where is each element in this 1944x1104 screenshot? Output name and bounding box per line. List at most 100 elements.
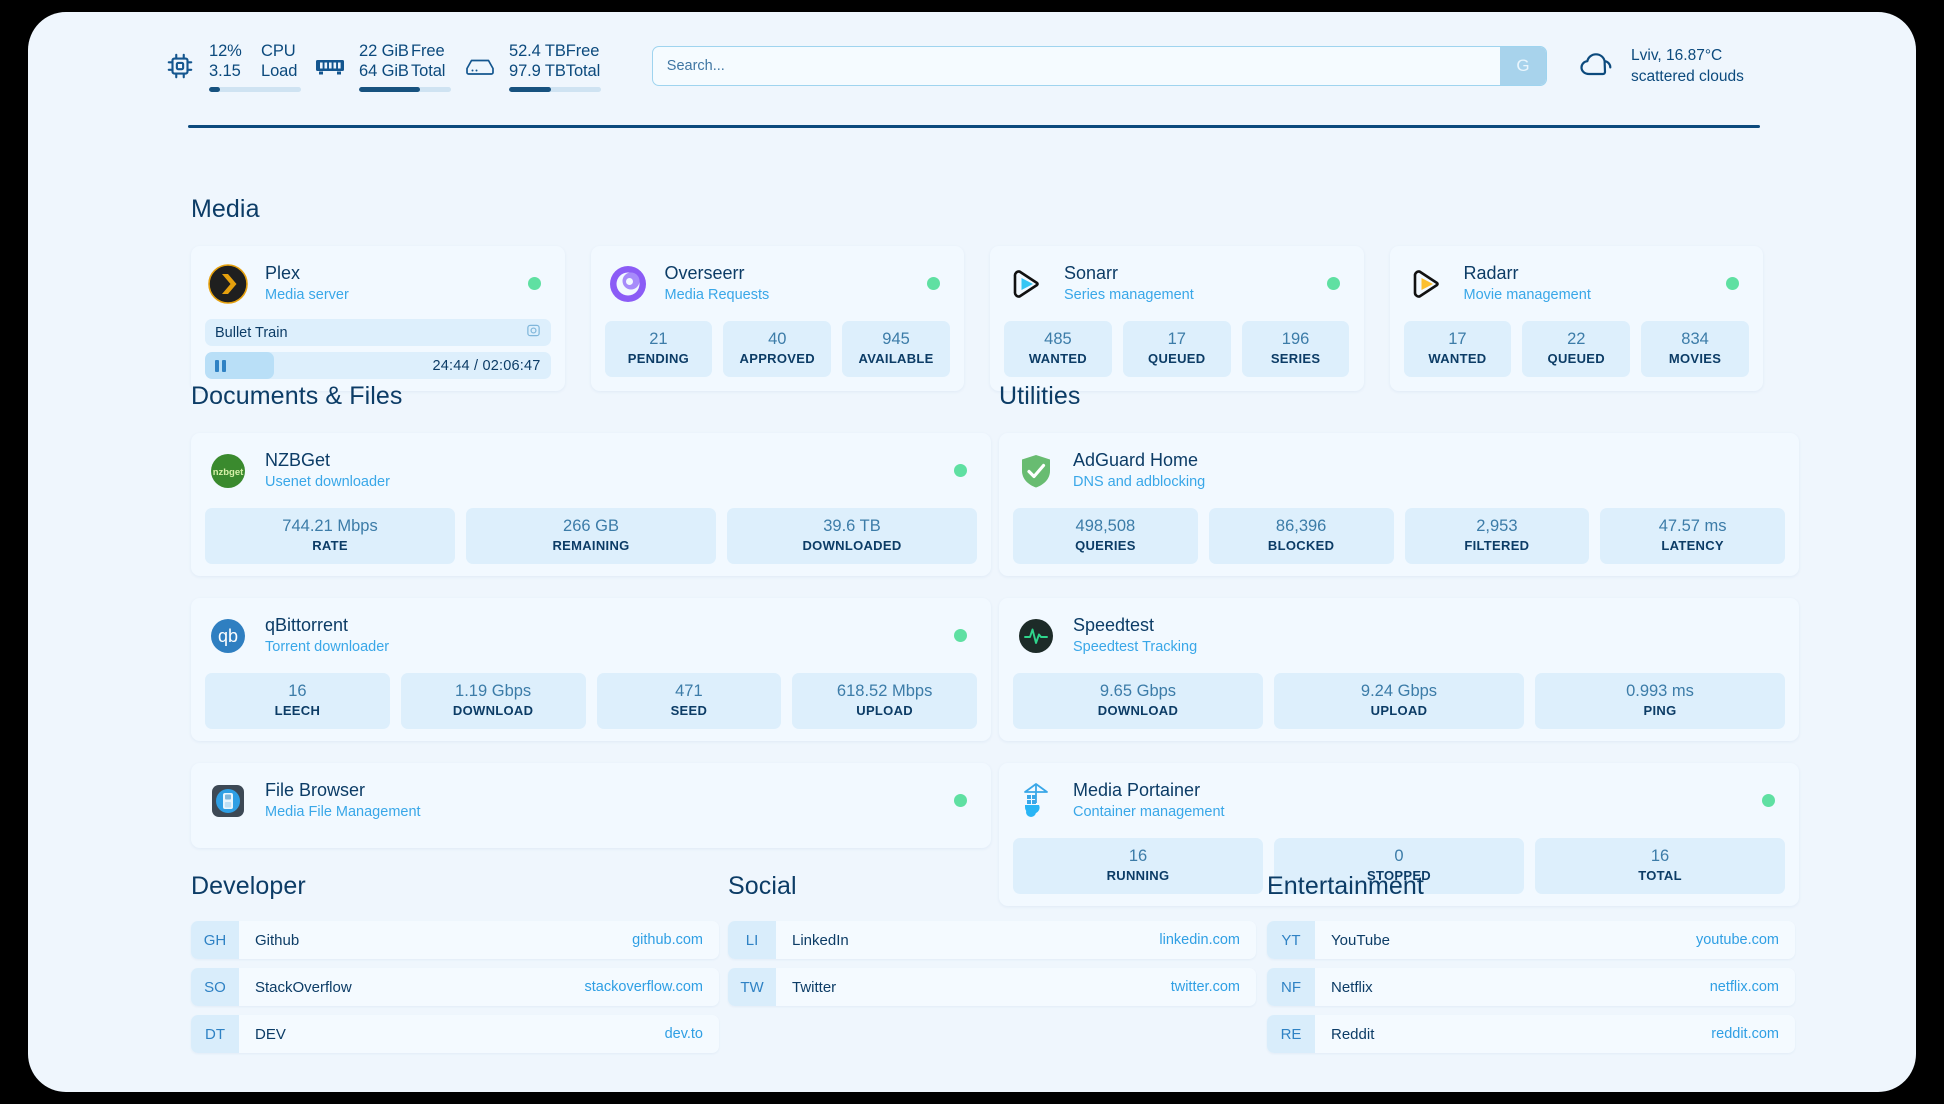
weather-widget[interactable]: Lviv, 16.87°C scattered clouds [1573, 45, 1783, 87]
bookmark-abbr: SO [191, 968, 239, 1006]
stat-label: DOWNLOADED [802, 538, 902, 553]
bookmark-group-developer: Developer GH Github github.com SO StackO… [191, 872, 719, 1062]
bookmark-item[interactable]: GH Github github.com [191, 921, 719, 959]
stat-value: 945 [882, 330, 910, 348]
stat-value: 22 [1567, 330, 1586, 348]
section-utilities: Utilities AdGuard Home DNS and adblockin… [999, 382, 1799, 906]
stat-block: 17 QUEUED [1122, 321, 1231, 377]
cpu-usage-value: 12% [209, 41, 242, 60]
stat-value: 485 [1044, 330, 1072, 348]
stat-value: 16 [288, 682, 307, 700]
stat-value: 0 [1394, 847, 1404, 865]
section-media: Media Plex Media server [191, 195, 1763, 391]
bookmark-item[interactable]: TW Twitter twitter.com [728, 968, 1256, 1006]
service-card-adguard-home[interactable]: AdGuard Home DNS and adblocking 498,508 … [999, 433, 1799, 576]
speedtest-icon [1015, 615, 1057, 657]
stat-block: 17 WANTED [1403, 321, 1512, 377]
bookmark-item[interactable]: SO StackOverflow stackoverflow.com [191, 968, 719, 1006]
bookmark-group-entertainment: Entertainment YT YouTube youtube.com NF … [1267, 872, 1795, 1062]
service-subtitle: Speedtest Tracking [1073, 639, 1198, 655]
stat-label: DOWNLOAD [1097, 703, 1179, 718]
cloud-icon [1573, 46, 1619, 86]
service-card-sonarr[interactable]: Sonarr Series management 485 WANTED 17 Q… [990, 246, 1364, 391]
stat-label: STOPPED [1367, 868, 1431, 883]
stat-block: 266 GB REMAINING [466, 508, 716, 564]
stat-block: 40 APPROVED [723, 321, 832, 377]
bookmark-abbr: LI [728, 921, 776, 959]
service-subtitle: Media File Management [265, 804, 421, 820]
search-provider-button[interactable]: G [1500, 47, 1546, 85]
stat-label: RATE [312, 538, 348, 553]
stat-value: 40 [768, 330, 787, 348]
stat-value: 17 [1167, 330, 1186, 348]
stat-label: SEED [670, 703, 708, 718]
nzbget-icon: nzbget [207, 450, 249, 492]
stat-block: 22 QUEUED [1522, 321, 1631, 377]
search-input[interactable] [652, 47, 1500, 85]
svg-text:nzbget: nzbget [213, 467, 244, 478]
service-card-nzbget[interactable]: nzbget NZBGet Usenet downloader 744.21 M… [191, 433, 991, 576]
section-documents-and-files: Documents & Files nzbget NZBGet Usenet d… [191, 382, 991, 848]
service-subtitle: Media Requests [664, 287, 770, 303]
stat-label: UPLOAD [856, 703, 913, 718]
stat-block: 498,508 QUERIES [1013, 508, 1198, 564]
bookmark-item[interactable]: RE Reddit reddit.com [1267, 1015, 1795, 1053]
stat-value: 16 [1650, 847, 1670, 865]
service-name: Plex [265, 263, 301, 283]
bookmark-name: YouTube [1331, 931, 1390, 949]
stat-label: QUERIES [1075, 538, 1136, 553]
service-subtitle: Series management [1064, 287, 1194, 303]
stat-block: 86,396 BLOCKED [1208, 508, 1394, 564]
service-card-qbittorrent[interactable]: qb qBittorrent Torrent downloader 16 LEE… [191, 598, 991, 741]
service-name: Speedtest [1073, 615, 1155, 635]
cpu-load-label: Load [261, 61, 298, 80]
bookmark-name: Reddit [1331, 1025, 1375, 1043]
stat-value: 17 [1448, 330, 1467, 348]
bookmark-item[interactable]: YT YouTube youtube.com [1267, 921, 1795, 959]
stat-label: SERIES [1270, 351, 1321, 366]
header-bar: 12% 3.15 CPU Load [163, 30, 1783, 102]
memory-total-value: 64 GiB [359, 61, 409, 80]
stat-value: 618.52 Mbps [836, 682, 933, 700]
bookmark-url: reddit.com [1711, 1026, 1779, 1042]
bookmark-item[interactable]: LI LinkedIn linkedin.com [728, 921, 1256, 959]
stat-label: PENDING [627, 351, 690, 366]
stat-block: 485 WANTED [1004, 321, 1112, 377]
weather-condition: scattered clouds [1631, 68, 1744, 85]
service-card-radarr[interactable]: Radarr Movie management 17 WANTED 22 QUE… [1389, 246, 1763, 391]
filebrowser-icon [207, 780, 249, 822]
stat-label: APPROVED [739, 351, 815, 366]
bookmark-item[interactable]: NF Netflix netflix.com [1267, 968, 1795, 1006]
stat-value: 471 [675, 682, 703, 700]
cast-icon[interactable] [526, 323, 541, 343]
cpu-icon [163, 49, 197, 83]
disk-usage-bar [509, 86, 601, 92]
status-indicator-online [1762, 794, 1775, 807]
bookmark-group-social: Social LI LinkedIn linkedin.com TW Twitt… [728, 872, 1256, 1015]
plex-now-playing: Bullet Train [205, 319, 551, 346]
portainer-icon [1015, 780, 1057, 822]
memory-usage-bar [359, 86, 451, 92]
stat-block: 2,953 FILTERED [1404, 508, 1590, 564]
bookmark-item[interactable]: DT DEV dev.to [191, 1015, 719, 1053]
qbittorrent-icon: qb [207, 615, 249, 657]
memory-free-value: 22 GiB [359, 41, 409, 60]
stat-block: 945 AVAILABLE [842, 321, 950, 377]
service-card-file-browser[interactable]: File Browser Media File Management [191, 763, 991, 848]
stat-block: 16 RUNNING [1013, 838, 1263, 894]
stat-value: 39.6 TB [823, 517, 881, 535]
service-name: Radarr [1463, 263, 1519, 283]
bookmark-url: netflix.com [1709, 979, 1779, 995]
stat-label: MOVIES [1668, 351, 1722, 366]
plex-progress-bar[interactable]: 24:44 / 02:06:47 [205, 352, 551, 379]
service-card-plex[interactable]: Plex Media server Bullet Train [191, 246, 565, 391]
bookmark-name: Netflix [1331, 978, 1373, 996]
service-card-overseerr[interactable]: Overseerr Media Requests 21 PENDING 40 A… [590, 246, 964, 391]
stat-label: UPLOAD [1370, 703, 1428, 718]
service-card-media-portainer[interactable]: Media Portainer Container management 16 … [999, 763, 1799, 906]
bookmark-name: StackOverflow [255, 978, 352, 996]
pause-icon[interactable] [215, 359, 226, 372]
stat-value: 21 [649, 330, 668, 348]
service-card-speedtest[interactable]: Speedtest Speedtest Tracking 9.65 Gbps D… [999, 598, 1799, 741]
stat-block: 834 MOVIES [1641, 321, 1749, 377]
